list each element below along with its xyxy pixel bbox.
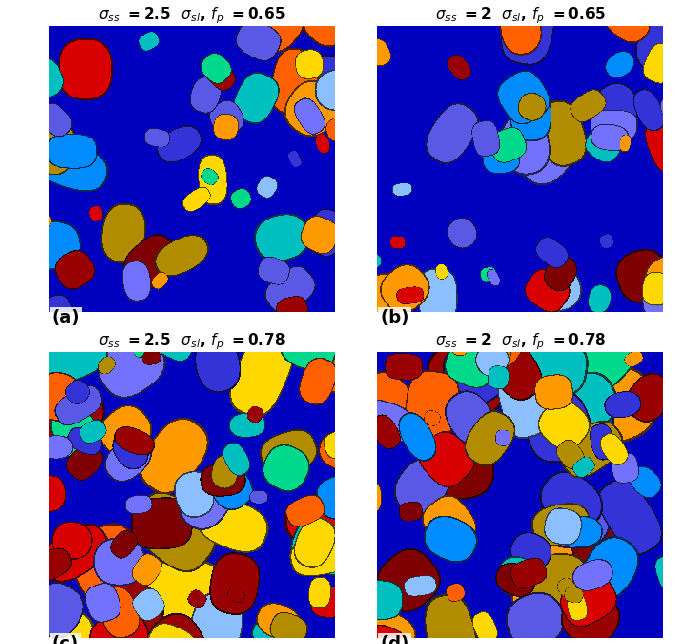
Text: (a): (a) bbox=[52, 308, 80, 327]
Title: $\boldsymbol{\sigma_{ss}}$ $\boldsymbol{= 2}$  $\boldsymbol{\sigma_{sl}}$, $\bol: $\boldsymbol{\sigma_{ss}}$ $\boldsymbol{… bbox=[434, 331, 606, 352]
Title: $\boldsymbol{\sigma_{ss}}$ $\boldsymbol{= 2.5}$  $\boldsymbol{\sigma_{sl}}$, $\b: $\boldsymbol{\sigma_{ss}}$ $\boldsymbol{… bbox=[98, 5, 286, 26]
Text: (b): (b) bbox=[380, 308, 410, 327]
Text: (c): (c) bbox=[52, 635, 79, 644]
Title: $\boldsymbol{\sigma_{ss}}$ $\boldsymbol{= 2.5}$  $\boldsymbol{\sigma_{sl}}$, $\b: $\boldsymbol{\sigma_{ss}}$ $\boldsymbol{… bbox=[98, 331, 286, 352]
Title: $\boldsymbol{\sigma_{ss}}$ $\boldsymbol{= 2}$  $\boldsymbol{\sigma_{sl}}$, $\bol: $\boldsymbol{\sigma_{ss}}$ $\boldsymbol{… bbox=[435, 5, 606, 26]
Text: (d): (d) bbox=[380, 635, 410, 644]
